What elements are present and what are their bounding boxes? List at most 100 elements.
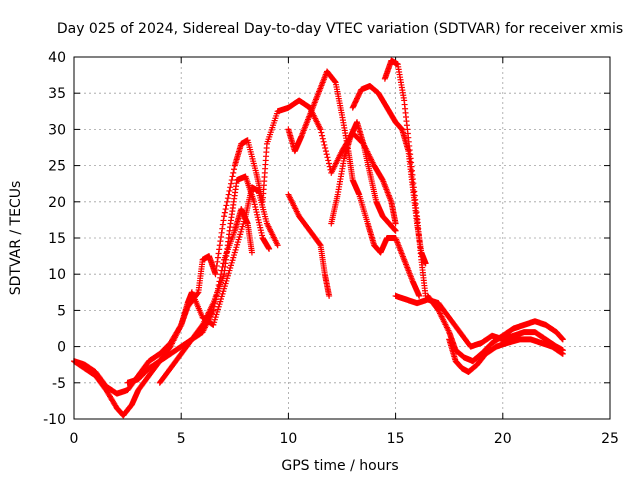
data-point — [236, 179, 238, 181]
data-point — [214, 273, 217, 276]
data-point — [268, 248, 270, 250]
data-point — [137, 378, 140, 380]
data-point — [394, 222, 397, 225]
data-point — [234, 164, 236, 167]
data-point — [369, 172, 371, 174]
data-point — [467, 371, 470, 373]
data-point — [523, 331, 526, 333]
data-point — [394, 121, 397, 123]
data-point — [459, 331, 461, 333]
y-tick-label: -10 — [43, 412, 66, 428]
data-point — [169, 353, 172, 355]
data-point — [437, 302, 440, 304]
y-tick-label: 35 — [48, 86, 66, 102]
data-point — [394, 229, 397, 232]
series-track-12 — [446, 336, 566, 375]
data-point — [317, 92, 320, 94]
data-point — [381, 215, 384, 218]
data-point — [94, 374, 97, 377]
data-point — [334, 81, 337, 84]
data-point — [240, 143, 243, 145]
data-point — [330, 222, 333, 225]
data-point — [411, 280, 414, 283]
series-track-7 — [381, 57, 429, 299]
series-track-11 — [424, 292, 566, 365]
plot-frame — [73, 56, 611, 420]
data-point — [341, 150, 343, 152]
data-point — [424, 262, 427, 265]
x-tick-label: 25 — [601, 431, 619, 447]
data-point — [390, 201, 393, 203]
data-point — [396, 63, 399, 66]
data-point — [512, 327, 515, 330]
data-point — [437, 309, 440, 312]
data-point — [420, 258, 423, 261]
data-point — [266, 143, 268, 145]
data-point — [276, 244, 279, 247]
data-point — [512, 334, 515, 337]
data-point — [253, 201, 255, 203]
data-point — [191, 291, 193, 294]
data-point — [448, 338, 451, 341]
data-point — [131, 403, 133, 406]
data-point — [394, 237, 397, 239]
data-point — [351, 106, 354, 109]
data-point — [373, 244, 375, 247]
data-point — [246, 139, 249, 142]
data-point — [454, 360, 457, 362]
data-point — [471, 360, 474, 362]
data-point — [562, 353, 564, 355]
data-point — [191, 338, 193, 341]
data-point — [223, 258, 225, 261]
data-point — [519, 338, 521, 341]
data-point — [351, 179, 354, 181]
data-point — [319, 244, 322, 247]
series-track-9 — [328, 119, 399, 234]
data-point — [180, 353, 182, 355]
data-point — [418, 295, 420, 297]
data-point — [476, 363, 478, 366]
data-point — [169, 345, 172, 348]
data-point — [223, 287, 225, 290]
data-point — [158, 382, 161, 384]
grid-lines — [74, 57, 610, 419]
data-point — [330, 172, 333, 174]
data-point — [448, 316, 451, 319]
y-tick-label: 15 — [48, 231, 66, 247]
data-point — [358, 193, 360, 196]
data-point — [126, 389, 129, 391]
data-point — [158, 353, 161, 355]
data-point — [381, 179, 384, 181]
data-point — [369, 85, 371, 87]
data-point — [116, 407, 118, 409]
series-track-4 — [156, 206, 255, 386]
data-point — [328, 295, 330, 297]
data-point — [407, 150, 410, 152]
data-point — [523, 324, 526, 326]
data-point — [463, 356, 466, 359]
data-point — [555, 331, 558, 333]
data-point — [469, 345, 472, 348]
y-tick-label: 25 — [48, 159, 66, 175]
series-track-8 — [285, 191, 333, 299]
data-point — [201, 324, 204, 326]
data-point — [180, 345, 182, 348]
x-tick-label: 10 — [279, 431, 297, 447]
data-point — [148, 367, 150, 370]
data-point — [403, 99, 405, 102]
data-point — [480, 342, 483, 344]
data-point — [551, 345, 553, 348]
data-point — [126, 382, 129, 384]
data-point — [544, 324, 547, 326]
data-point — [401, 128, 403, 131]
data-point — [148, 374, 150, 377]
data-point — [287, 106, 290, 109]
data-point — [502, 334, 504, 337]
data-point — [180, 324, 182, 326]
data-point — [223, 215, 225, 218]
data-point — [349, 135, 352, 138]
data-point — [251, 251, 253, 254]
data-point — [246, 222, 249, 225]
